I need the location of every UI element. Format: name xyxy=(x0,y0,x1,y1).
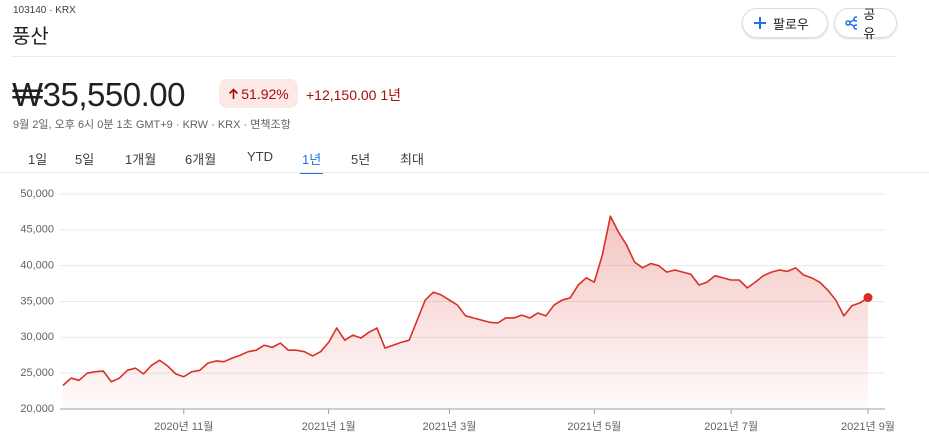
x-tick-label: 2021년 9월 xyxy=(841,420,895,433)
range-tab[interactable]: 1일 xyxy=(28,152,48,167)
y-tick-label: 40,000 xyxy=(20,260,54,272)
follow-label: 팔로우 xyxy=(773,16,809,32)
x-tick-label: 2021년 5월 xyxy=(567,420,621,433)
quote-meta: 9월 2일, 오후 6시 0분 1초 GMT+9 · KRW · KRX · 면… xyxy=(13,119,291,131)
change-abs: +12,150.00 xyxy=(306,87,377,103)
range-tab[interactable]: 1개월 xyxy=(125,152,157,167)
change-pct: 51.92% xyxy=(241,85,289,102)
y-tick-label: 50,000 xyxy=(20,188,54,200)
change-badge: 51.92% xyxy=(219,79,298,108)
x-tick-label: 2020년 11월 xyxy=(154,420,213,433)
divider xyxy=(0,172,929,173)
y-tick-label: 25,000 xyxy=(20,367,54,379)
range-tab[interactable]: 최대 xyxy=(400,152,424,167)
x-tick-label: 2021년 3월 xyxy=(422,420,476,433)
area xyxy=(63,216,868,409)
company-name: 풍산 xyxy=(12,26,49,48)
range-tab[interactable]: 6개월 xyxy=(185,152,217,167)
y-tick-label: 35,000 xyxy=(20,295,54,307)
y-tick-label: 30,000 xyxy=(20,331,54,343)
x-tick-label: 2021년 1월 xyxy=(302,420,356,433)
up-arrow xyxy=(229,87,239,99)
y-tick-label: 45,000 xyxy=(20,224,54,236)
divider xyxy=(12,56,896,57)
y-tick-label: 20,000 xyxy=(20,403,54,415)
price: ₩35,550.00 xyxy=(12,76,185,113)
range-tab[interactable]: 5일 xyxy=(75,152,95,167)
x-tick-label: 2021년 7월 xyxy=(704,420,758,433)
last-point xyxy=(863,293,873,303)
follow-button[interactable]: 팔로우 xyxy=(742,8,828,38)
share-icon xyxy=(845,16,858,30)
range-tab[interactable]: 1년 xyxy=(299,149,324,174)
ticker-code: 103140 · KRX xyxy=(13,5,76,16)
price-line xyxy=(62,215,869,386)
plus-icon xyxy=(754,17,766,29)
change-abs-row: +12,150.00 1년 xyxy=(306,85,401,105)
range-tab[interactable]: 5년 xyxy=(351,152,371,167)
range-tab[interactable]: YTD xyxy=(247,149,273,164)
share-button[interactable]: 공유 xyxy=(834,7,897,41)
change-period: 1년 xyxy=(380,87,402,103)
share-label: 공유 xyxy=(863,7,876,41)
